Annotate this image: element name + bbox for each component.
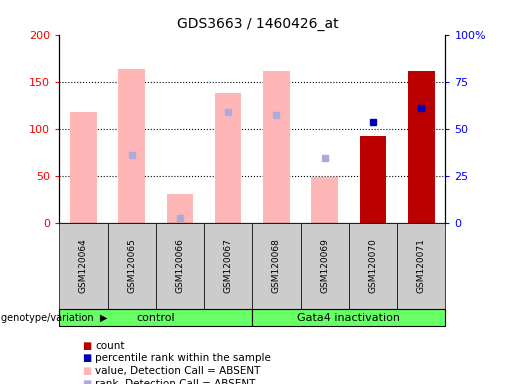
Text: rank, Detection Call = ABSENT: rank, Detection Call = ABSENT <box>95 379 255 384</box>
Text: genotype/variation  ▶: genotype/variation ▶ <box>1 313 108 323</box>
Bar <box>360 136 386 223</box>
Bar <box>263 71 290 223</box>
Text: count: count <box>95 341 125 351</box>
Text: GSM120065: GSM120065 <box>127 238 136 293</box>
Text: ■: ■ <box>82 353 92 363</box>
Text: GSM120071: GSM120071 <box>417 238 426 293</box>
Text: ■: ■ <box>82 379 92 384</box>
Text: GSM120069: GSM120069 <box>320 238 329 293</box>
Text: ■: ■ <box>82 341 92 351</box>
Text: GSM120070: GSM120070 <box>369 238 377 293</box>
Text: GSM120068: GSM120068 <box>272 238 281 293</box>
Bar <box>408 71 435 223</box>
Text: GSM120067: GSM120067 <box>224 238 233 293</box>
Text: Gata4 inactivation: Gata4 inactivation <box>298 313 401 323</box>
Text: value, Detection Call = ABSENT: value, Detection Call = ABSENT <box>95 366 261 376</box>
Bar <box>312 177 338 223</box>
Text: control: control <box>136 313 175 323</box>
Bar <box>167 195 193 223</box>
Text: GSM120064: GSM120064 <box>79 238 88 293</box>
Bar <box>118 70 145 223</box>
Text: ■: ■ <box>82 366 92 376</box>
Bar <box>215 93 242 223</box>
Text: GSM120066: GSM120066 <box>176 238 184 293</box>
Text: GDS3663 / 1460426_at: GDS3663 / 1460426_at <box>177 17 338 31</box>
Bar <box>70 112 97 223</box>
Text: percentile rank within the sample: percentile rank within the sample <box>95 353 271 363</box>
